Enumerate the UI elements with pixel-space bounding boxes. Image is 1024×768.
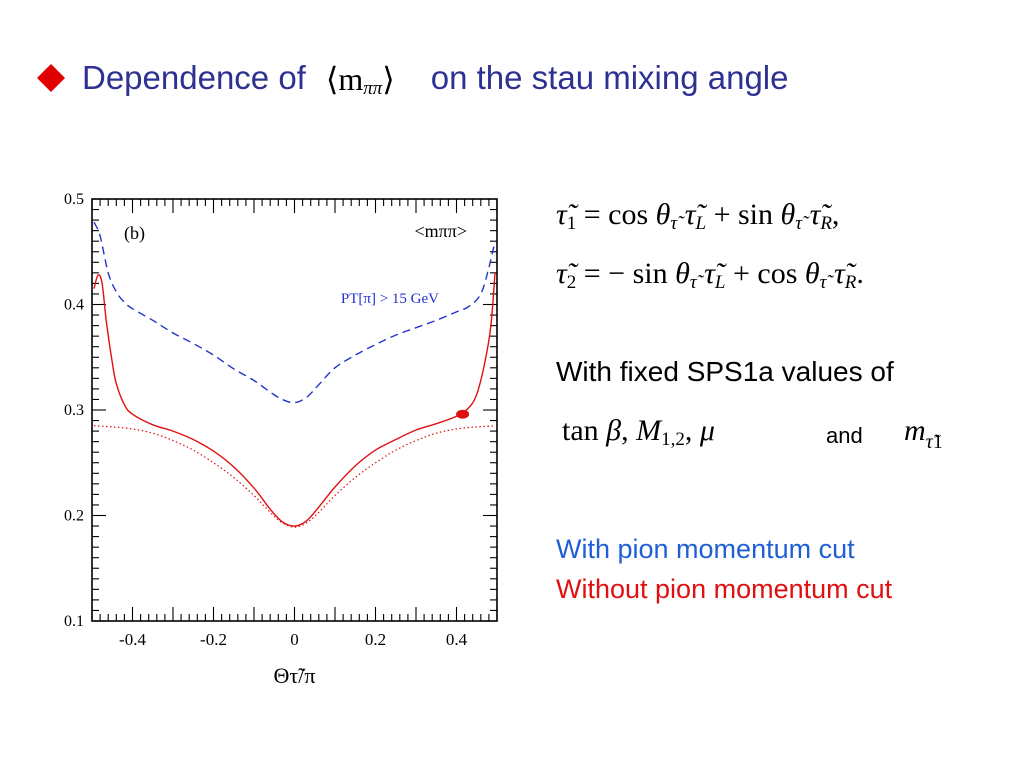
diamond-bullet-icon bbox=[37, 64, 65, 92]
slide-title: Dependence of ⟨mππ⟩ on the stau mixing a… bbox=[36, 52, 789, 104]
legend-with-cut: With pion momentum cut bbox=[556, 534, 855, 564]
x-tick-label: 0.4 bbox=[446, 630, 468, 649]
equation-tau2: τ̃2 = − sin θτ̃ τ̃L + cos θτ̃ τ̃R. bbox=[556, 257, 864, 293]
title-math: ⟨mππ⟩ bbox=[325, 61, 395, 99]
without-cut-curve bbox=[93, 272, 496, 527]
y-tick-label: 0.5 bbox=[64, 191, 84, 208]
with-cut-curve bbox=[93, 221, 496, 404]
sps1a-intro-text: With fixed SPS1a values of bbox=[556, 356, 894, 387]
x-tick-label: 0.2 bbox=[365, 630, 386, 649]
y-tick-label: 0.3 bbox=[64, 402, 84, 419]
without-cut-approx-curve bbox=[93, 425, 496, 528]
sps1a-params: tan β, M1,2, μ bbox=[562, 414, 715, 450]
title-suffix: on the stau mixing angle bbox=[430, 59, 789, 96]
chart-svg: -0.4 -0.2 0 0.2 0.4 0.1 0.2 0.3 0.4 0.5 Θτ̃/π (b) <m… bbox=[64, 191, 498, 688]
title-prefix: Dependence of bbox=[82, 59, 306, 96]
y-tick-label: 0.1 bbox=[64, 613, 84, 630]
equation-tau1: τ̃1 = cos θτ̃ τ̃L + sin θτ̃ τ̃R, bbox=[556, 198, 840, 234]
plot-frame bbox=[91, 198, 498, 622]
x-axis-label: Θτ̃/π bbox=[274, 663, 316, 688]
panel-label: (b) bbox=[124, 223, 145, 244]
sps1a-point-marker bbox=[456, 409, 470, 419]
corner-label: <mππ> bbox=[415, 221, 467, 241]
mpipi-chart: -0.4 -0.2 0 0.2 0.4 0.1 0.2 0.3 0.4 0.5 Θτ̃/π (b) <m… bbox=[30, 180, 510, 700]
x-tick-label: 0 bbox=[290, 630, 299, 649]
cut-annotation: PT[π] > 15 GeV bbox=[341, 291, 439, 307]
and-text: and bbox=[826, 423, 863, 448]
y-tick-label: 0.4 bbox=[64, 297, 84, 314]
legend-without-cut: Without pion momentum cut bbox=[556, 574, 893, 604]
x-tick-label: -0.2 bbox=[200, 630, 227, 649]
y-tick-label: 0.2 bbox=[64, 508, 84, 525]
x-tick-label: -0.4 bbox=[119, 630, 146, 649]
stau-mass: mτ̃1 bbox=[904, 414, 943, 453]
